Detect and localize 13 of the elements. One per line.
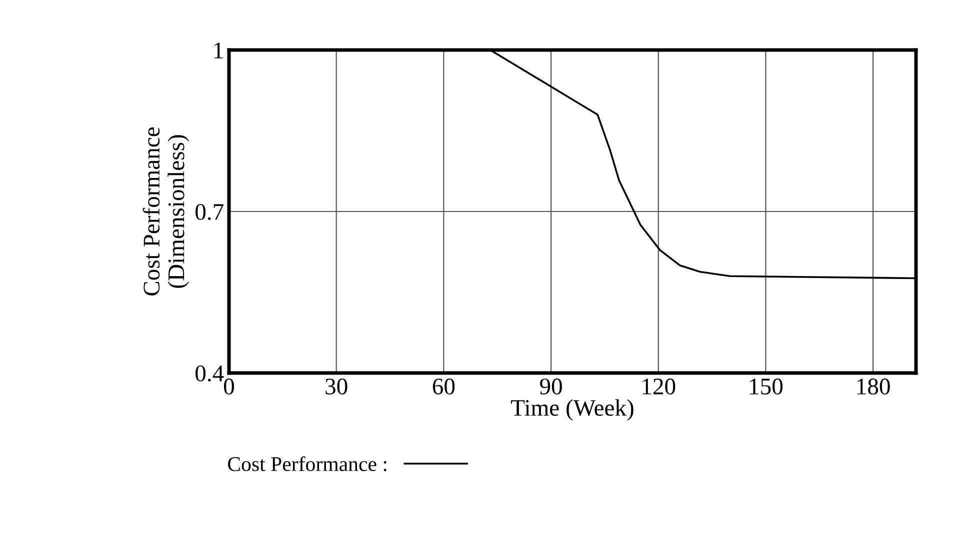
legend-label: Cost Performance : — [228, 456, 386, 472]
x-tick-label: 150 — [750, 378, 783, 394]
x-tick-label: 120 — [642, 378, 676, 394]
y-tick-label: 1 — [214, 42, 223, 58]
y-tick-label: 0.7 — [196, 204, 224, 220]
x-tick-label: 0 — [224, 378, 234, 394]
x-tick-label: 30 — [326, 378, 348, 394]
y-tick-label: 0.4 — [196, 365, 224, 382]
x-axis-title: Time (Week) — [511, 399, 634, 421]
x-tick-label: 90 — [540, 378, 562, 394]
y-axis-title: Cost Performance (Dimensionless) — [142, 127, 190, 296]
x-tick-label: 180 — [857, 378, 890, 394]
x-tick-label: 60 — [432, 378, 455, 394]
